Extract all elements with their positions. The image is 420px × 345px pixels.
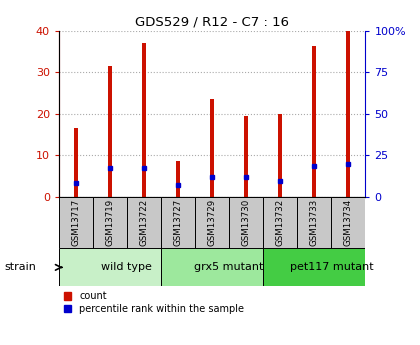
Bar bbox=[59, 197, 93, 248]
Bar bbox=[74, 128, 78, 197]
Legend: count, percentile rank within the sample: count, percentile rank within the sample bbox=[64, 291, 244, 314]
Bar bbox=[195, 197, 229, 248]
Bar bbox=[161, 197, 195, 248]
Bar bbox=[127, 197, 161, 248]
Bar bbox=[210, 99, 214, 197]
Text: GSM13734: GSM13734 bbox=[344, 199, 353, 246]
Bar bbox=[93, 197, 127, 248]
Bar bbox=[297, 197, 331, 248]
Bar bbox=[244, 116, 248, 197]
Bar bbox=[229, 197, 263, 248]
Text: GSM13722: GSM13722 bbox=[139, 199, 148, 246]
Bar bbox=[278, 114, 282, 197]
Bar bbox=[263, 197, 297, 248]
Text: GSM13730: GSM13730 bbox=[241, 199, 251, 246]
Bar bbox=[142, 43, 146, 197]
Text: GSM13719: GSM13719 bbox=[105, 199, 114, 246]
Bar bbox=[176, 161, 180, 197]
Bar bbox=[108, 66, 112, 197]
Bar bbox=[263, 248, 365, 286]
Bar bbox=[312, 46, 316, 197]
Bar bbox=[346, 31, 350, 197]
Bar bbox=[59, 248, 161, 286]
Bar bbox=[331, 197, 365, 248]
Text: GSM13729: GSM13729 bbox=[207, 199, 217, 246]
Text: GSM13717: GSM13717 bbox=[71, 199, 80, 246]
Text: grx5 mutant: grx5 mutant bbox=[194, 263, 264, 272]
Text: GSM13732: GSM13732 bbox=[276, 199, 285, 246]
Text: wild type: wild type bbox=[102, 263, 152, 272]
Text: strain: strain bbox=[4, 263, 36, 272]
Text: pet117 mutant: pet117 mutant bbox=[289, 263, 373, 272]
Text: GSM13733: GSM13733 bbox=[310, 199, 319, 246]
Text: GSM13727: GSM13727 bbox=[173, 199, 183, 246]
Bar bbox=[161, 248, 263, 286]
Title: GDS529 / R12 - C7 : 16: GDS529 / R12 - C7 : 16 bbox=[135, 16, 289, 29]
